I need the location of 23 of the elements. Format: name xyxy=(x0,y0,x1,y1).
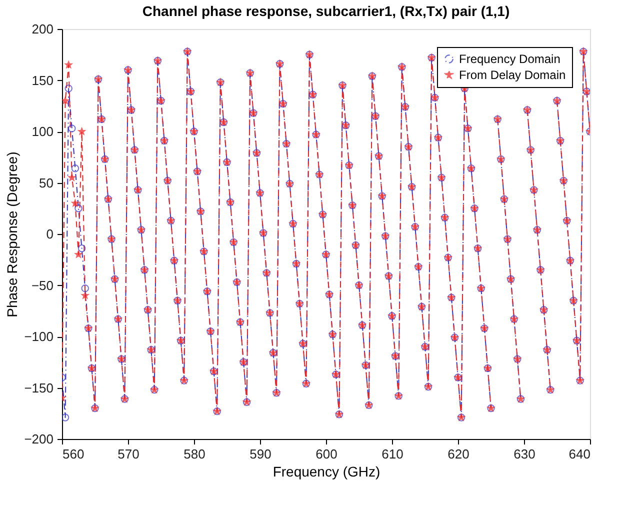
y-tick-label: −50 xyxy=(31,278,54,293)
legend-label: From Delay Domain xyxy=(459,68,566,82)
x-tick-label: 610 xyxy=(382,446,404,462)
x-tick-label: 640 xyxy=(568,446,590,462)
x-tick-label: 570 xyxy=(118,446,140,462)
legend-label: Frequency Domain xyxy=(459,52,560,66)
x-tick-label: 630 xyxy=(514,446,536,462)
y-tick-label: −150 xyxy=(24,380,54,396)
chart-title: Channel phase response, subcarrier1, (Rx,Tx) pair (1,1) xyxy=(142,3,510,19)
x-axis-title: Frequency (GHz) xyxy=(272,464,380,480)
y-axis-title: Phase Response (Degree) xyxy=(4,152,20,318)
x-tick-label: 560 xyxy=(62,446,84,462)
y-tick-label: −200 xyxy=(24,432,54,446)
y-tick-label: 0 xyxy=(46,226,54,242)
y-tick-label: 100 xyxy=(32,124,54,139)
y-tick-label: 200 xyxy=(32,22,54,36)
x-tick-label: 600 xyxy=(316,446,338,462)
y-tick-label: 50 xyxy=(39,175,54,190)
x-tick-label: 620 xyxy=(448,446,470,462)
y-tick-label: 150 xyxy=(32,72,54,88)
x-tick-label: 580 xyxy=(184,446,206,462)
y-tick-label: −100 xyxy=(24,329,54,344)
x-tick-label: 590 xyxy=(250,446,272,462)
